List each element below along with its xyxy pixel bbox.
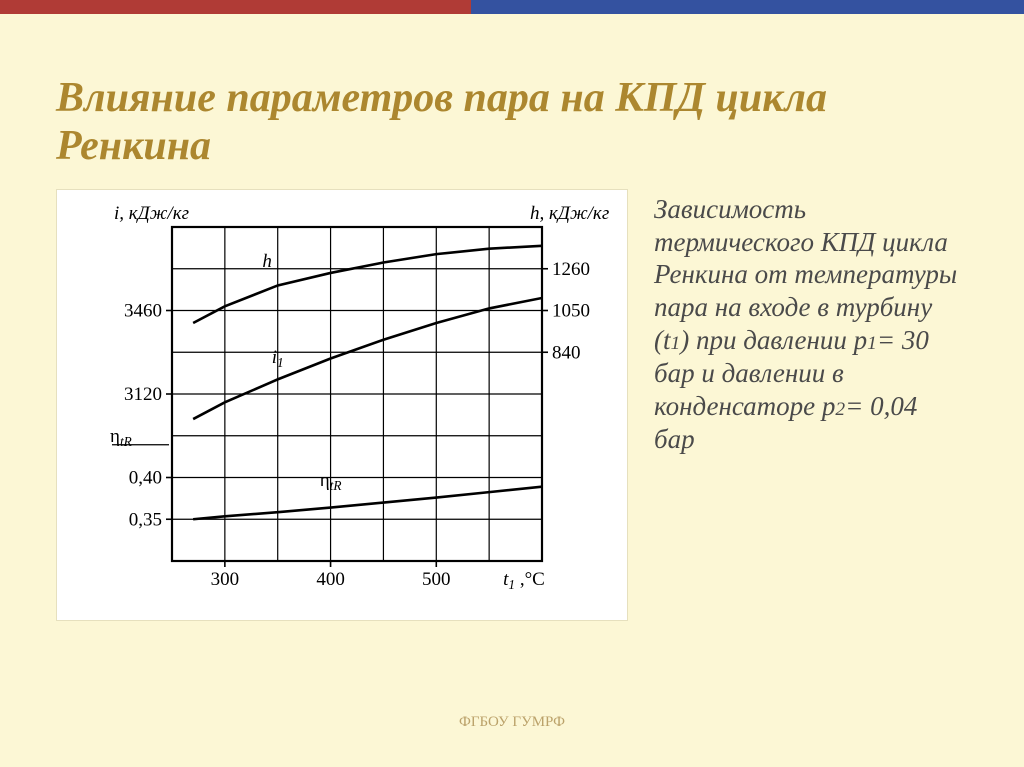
svg-text:i, кДж/кг: i, кДж/кг xyxy=(114,203,189,224)
content-row: 300400500t1 ,°Ci, кДж/кгh, кДж/кг3460312… xyxy=(56,189,964,621)
slide-body: Влияние параметров пара на КПД цикла Рен… xyxy=(0,14,1024,767)
svg-text:0,35: 0,35 xyxy=(129,509,162,530)
svg-text:500: 500 xyxy=(422,569,451,590)
efficiency-chart: 300400500t1 ,°Ci, кДж/кгh, кДж/кг3460312… xyxy=(62,195,622,615)
svg-text:3460: 3460 xyxy=(124,300,162,321)
svg-text:3120: 3120 xyxy=(124,384,162,405)
top-band-accent xyxy=(0,0,471,14)
page-title: Влияние параметров пара на КПД цикла Рен… xyxy=(56,74,964,171)
svg-text:1260: 1260 xyxy=(552,258,590,279)
svg-text:0,40: 0,40 xyxy=(129,467,162,488)
svg-text:840: 840 xyxy=(552,342,581,363)
caption-sub: 1 xyxy=(671,333,681,354)
chart-caption: Зависимость термического КПД цикла Ренки… xyxy=(628,189,964,621)
caption-text: ) при давлении p xyxy=(680,325,867,355)
caption-sub: 1 xyxy=(867,333,877,354)
svg-text:h, кДж/кг: h, кДж/кг xyxy=(530,203,609,224)
footer-text: ФГБОУ ГУМРФ xyxy=(0,714,1024,731)
svg-text:1050: 1050 xyxy=(552,300,590,321)
svg-text:h: h xyxy=(262,251,272,272)
svg-text:300: 300 xyxy=(211,569,240,590)
svg-text:400: 400 xyxy=(316,569,345,590)
caption-sub: 2 xyxy=(835,399,845,420)
chart-container: 300400500t1 ,°Ci, кДж/кгh, кДж/кг3460312… xyxy=(56,189,628,621)
